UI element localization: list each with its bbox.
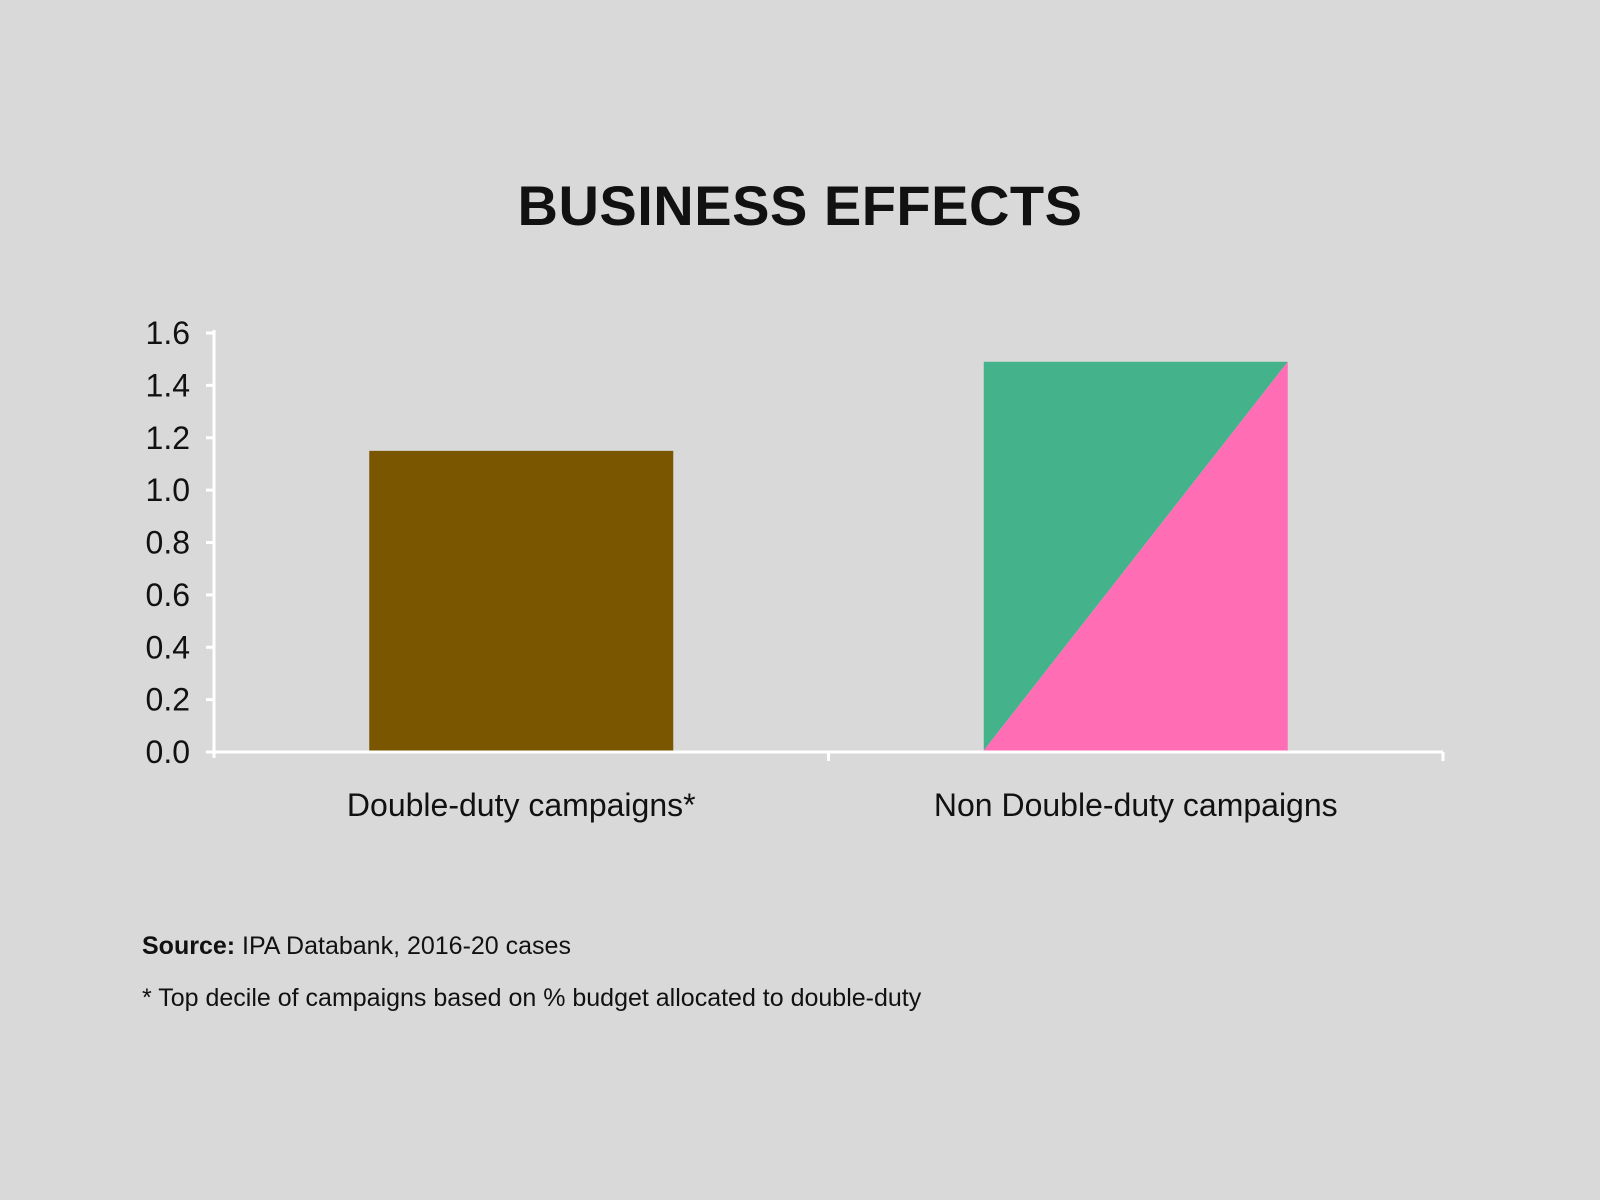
bar-non-double-duty bbox=[983, 361, 1288, 751]
source-note: Source: IPA Databank, 2016-20 cases bbox=[142, 930, 571, 962]
chart-title: BUSINESS EFFECTS bbox=[517, 174, 1083, 237]
bar-non-double-duty-lower bbox=[983, 361, 1288, 751]
y-tick-label-3: 0.6 bbox=[146, 577, 190, 613]
bar-double-duty bbox=[369, 450, 674, 751]
source-label: Source: bbox=[142, 932, 236, 960]
x-category-label-0: Double-duty campaigns* bbox=[347, 787, 696, 823]
footnote: * Top decile of campaigns based on % bud… bbox=[142, 984, 922, 1012]
y-tick-label-4: 0.8 bbox=[146, 525, 190, 561]
y-tick-label-1: 0.2 bbox=[146, 682, 190, 718]
y-tick-label-0: 0.0 bbox=[146, 734, 190, 770]
source-text: IPA Databank, 2016-20 cases bbox=[242, 932, 571, 960]
y-tick-label-8: 1.6 bbox=[146, 315, 190, 351]
y-tick-label-7: 1.4 bbox=[146, 367, 190, 403]
y-tick-label-5: 1.0 bbox=[146, 472, 190, 508]
y-tick-label-6: 1.2 bbox=[146, 420, 190, 456]
y-tick-label-2: 0.4 bbox=[146, 629, 190, 665]
x-category-label-1: Non Double-duty campaigns bbox=[934, 787, 1338, 823]
